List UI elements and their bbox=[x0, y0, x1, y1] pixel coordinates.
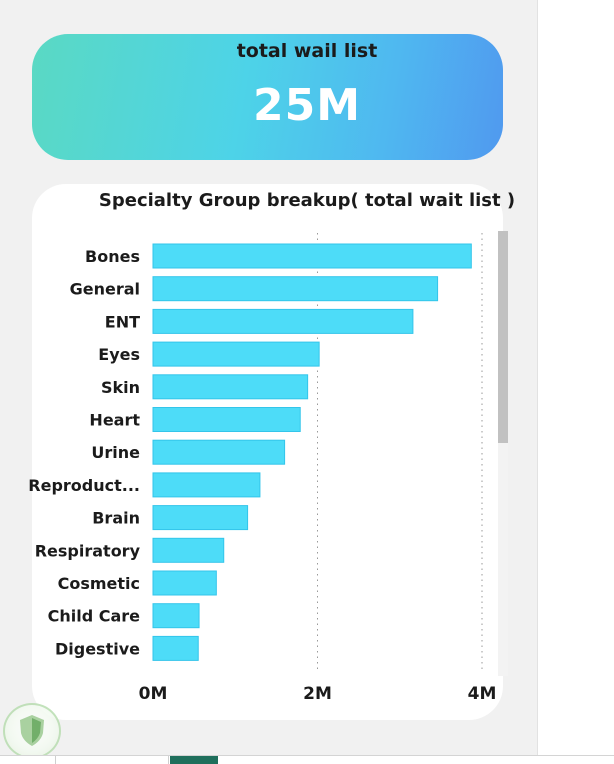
chart-title: Specialty Group breakup( total wait list… bbox=[98, 190, 516, 211]
kpi-card[interactable] bbox=[32, 34, 503, 160]
category-label: General bbox=[70, 280, 140, 299]
category-label: Digestive bbox=[55, 639, 140, 658]
chart-scrollbar-thumb[interactable] bbox=[498, 231, 508, 443]
bar[interactable] bbox=[152, 341, 320, 367]
bar[interactable] bbox=[152, 570, 217, 596]
category-label: Eyes bbox=[98, 345, 140, 364]
x-tick-label: 0M bbox=[139, 684, 168, 704]
category-label: ENT bbox=[105, 312, 140, 331]
kpi-value: 25M bbox=[252, 80, 361, 131]
bar[interactable] bbox=[152, 537, 225, 563]
category-label: Brain bbox=[92, 509, 140, 528]
bar[interactable] bbox=[152, 472, 261, 498]
x-tick-label: 4M bbox=[468, 684, 497, 704]
category-label: Skin bbox=[101, 378, 140, 397]
bar[interactable] bbox=[152, 276, 439, 302]
chart-scrollbar[interactable] bbox=[498, 231, 508, 676]
category-label: Heart bbox=[89, 411, 140, 430]
page-tab-active[interactable] bbox=[170, 756, 218, 764]
bar[interactable] bbox=[152, 439, 286, 465]
x-tick-label: 2M bbox=[303, 684, 332, 704]
category-label: Child Care bbox=[48, 607, 141, 626]
category-label: Cosmetic bbox=[58, 574, 140, 593]
category-label: Urine bbox=[91, 443, 140, 462]
page-tabs-strip bbox=[0, 755, 614, 764]
kpi-title: total wail list bbox=[236, 40, 378, 62]
category-label: Bones bbox=[85, 247, 140, 266]
bar[interactable] bbox=[152, 243, 472, 269]
bar[interactable] bbox=[152, 407, 301, 432]
bar[interactable] bbox=[152, 603, 200, 629]
page-tab-outline[interactable] bbox=[55, 756, 169, 764]
category-label: Reproduct... bbox=[28, 476, 140, 495]
category-label: Respiratory bbox=[35, 541, 141, 560]
bar[interactable] bbox=[152, 374, 309, 400]
bar[interactable] bbox=[152, 308, 414, 334]
bar[interactable] bbox=[152, 635, 199, 661]
bar[interactable] bbox=[152, 505, 249, 531]
watermark-logo bbox=[3, 703, 61, 759]
